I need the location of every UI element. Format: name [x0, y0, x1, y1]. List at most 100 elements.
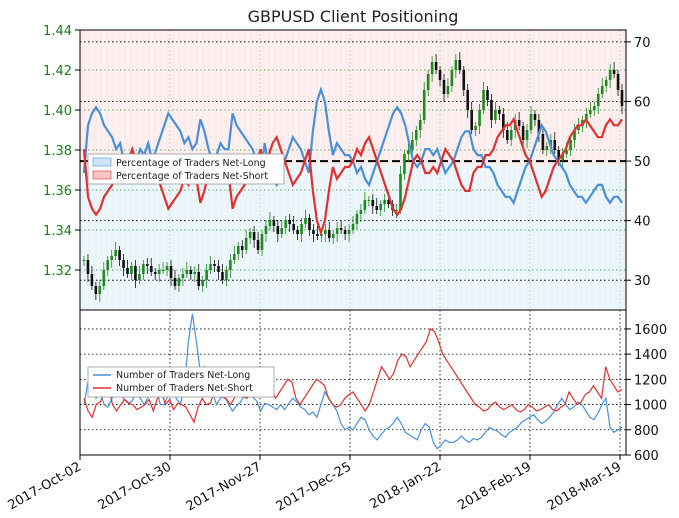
candle-body [331, 234, 335, 238]
candle-body [161, 270, 165, 271]
candle-body [446, 86, 450, 94]
candle-body [426, 74, 430, 90]
candle-body [142, 264, 145, 274]
count-net-short-line [83, 327, 623, 424]
candle-body [268, 220, 272, 226]
x-tick-label: 2018-Jan-22 [367, 459, 444, 512]
candle-body [240, 246, 244, 250]
candle-body [466, 90, 470, 110]
candle-body [375, 206, 379, 210]
candle-body [256, 240, 260, 250]
candle-body [149, 266, 153, 272]
candle-body [308, 218, 311, 230]
candle-body [173, 278, 177, 286]
candle-body [327, 230, 331, 238]
legend-label-pct-net-short: Percentage of Traders Net-Short [116, 171, 268, 182]
candle-body [177, 278, 181, 286]
x-tick-label: 2017-Oct-30 [96, 459, 174, 513]
pct-tick-label: 40 [634, 215, 651, 230]
x-tick-label: 2018-Feb-19 [455, 459, 534, 513]
candle-body [134, 266, 137, 280]
candle-body [355, 214, 359, 224]
candle-body [442, 80, 446, 94]
candle-body [482, 90, 485, 110]
candle-body [213, 264, 216, 266]
count-tick-label: 1600 [634, 323, 667, 338]
candle-body [316, 234, 319, 236]
candle-body [569, 140, 572, 150]
candle-body [600, 86, 604, 94]
count-tick-label: 800 [634, 424, 659, 439]
candle-body [351, 224, 355, 230]
candle-body [145, 264, 149, 266]
count-tick-label: 1000 [634, 399, 667, 414]
candle-body [533, 114, 537, 120]
candle-body [450, 70, 454, 86]
candle-body [284, 220, 288, 228]
count-axis-ticks: 600 800 1000 1200 1400 1600 [626, 323, 667, 464]
candle-body [505, 130, 509, 140]
x-tick-label: 2017-Nov-27 [184, 459, 264, 514]
candle-body [138, 274, 141, 280]
x-tick-label: 2017-Oct-02 [6, 459, 84, 513]
candle-body [509, 130, 513, 140]
candle-body [193, 272, 197, 274]
candle-body [244, 238, 248, 250]
candle-body [399, 174, 402, 210]
candle-body [367, 200, 371, 201]
candle-body [236, 246, 240, 254]
candle-body [478, 110, 481, 126]
candle-body [320, 234, 323, 236]
candle-body [371, 200, 375, 206]
candle-body [169, 266, 173, 278]
candle-body [529, 114, 533, 130]
pct-net-short-line [82, 116, 623, 237]
candle-body [252, 232, 256, 240]
candle-body [296, 230, 299, 234]
candle-body [339, 228, 343, 230]
chart-title: GBPUSD Client Positioning [248, 7, 459, 26]
legend-label-count-net-short: Number of Traders Net-Short [116, 383, 253, 394]
candle-body [90, 274, 94, 286]
candle-body [94, 286, 98, 294]
candle-body [233, 254, 236, 260]
candle-body [82, 260, 86, 261]
legend-swatch-net-short [92, 170, 112, 180]
bottom-frame [79, 309, 627, 456]
candle-body [110, 256, 113, 260]
candle-body [248, 232, 252, 238]
pct-tick-label: 60 [634, 95, 651, 110]
candle-body [494, 110, 497, 120]
candle-body [577, 126, 580, 130]
bottom-panel: 600 800 1000 1200 1400 1600 Number of Traders… [79, 309, 667, 464]
candle-body [616, 74, 620, 90]
legend-label-count-net-long: Number of Traders Net-Long [116, 370, 250, 381]
price-tick-label: 1.42 [43, 64, 72, 79]
candle-body [612, 70, 616, 74]
pct-tick-label: 50 [634, 155, 651, 170]
legend-label-pct-net-long: Percentage of Traders Net-Long [116, 158, 266, 169]
pct-axis-ticks: 30 40 50 60 70 [626, 36, 651, 289]
candle-body [557, 150, 561, 160]
candle-body [403, 154, 406, 174]
candle-body [165, 266, 169, 270]
candle-body [565, 150, 568, 154]
candle-body [462, 70, 466, 90]
bottom-legend: Number of Traders Net-Long Number of Tra… [87, 366, 275, 398]
candle-body [201, 280, 204, 286]
top-legend-box [87, 153, 285, 185]
candle-body [292, 224, 295, 230]
candle-body [130, 266, 133, 274]
candle-body [106, 260, 110, 270]
candle-body [312, 230, 315, 234]
candle-body [209, 264, 212, 270]
candle-body [593, 106, 596, 110]
candle-body [585, 114, 588, 120]
candle-body [157, 270, 161, 274]
price-tick-label: 1.34 [43, 224, 72, 239]
candle-body [521, 126, 525, 140]
candle-body [86, 260, 90, 274]
candle-body [418, 120, 422, 130]
count-tick-label: 1200 [634, 373, 667, 388]
